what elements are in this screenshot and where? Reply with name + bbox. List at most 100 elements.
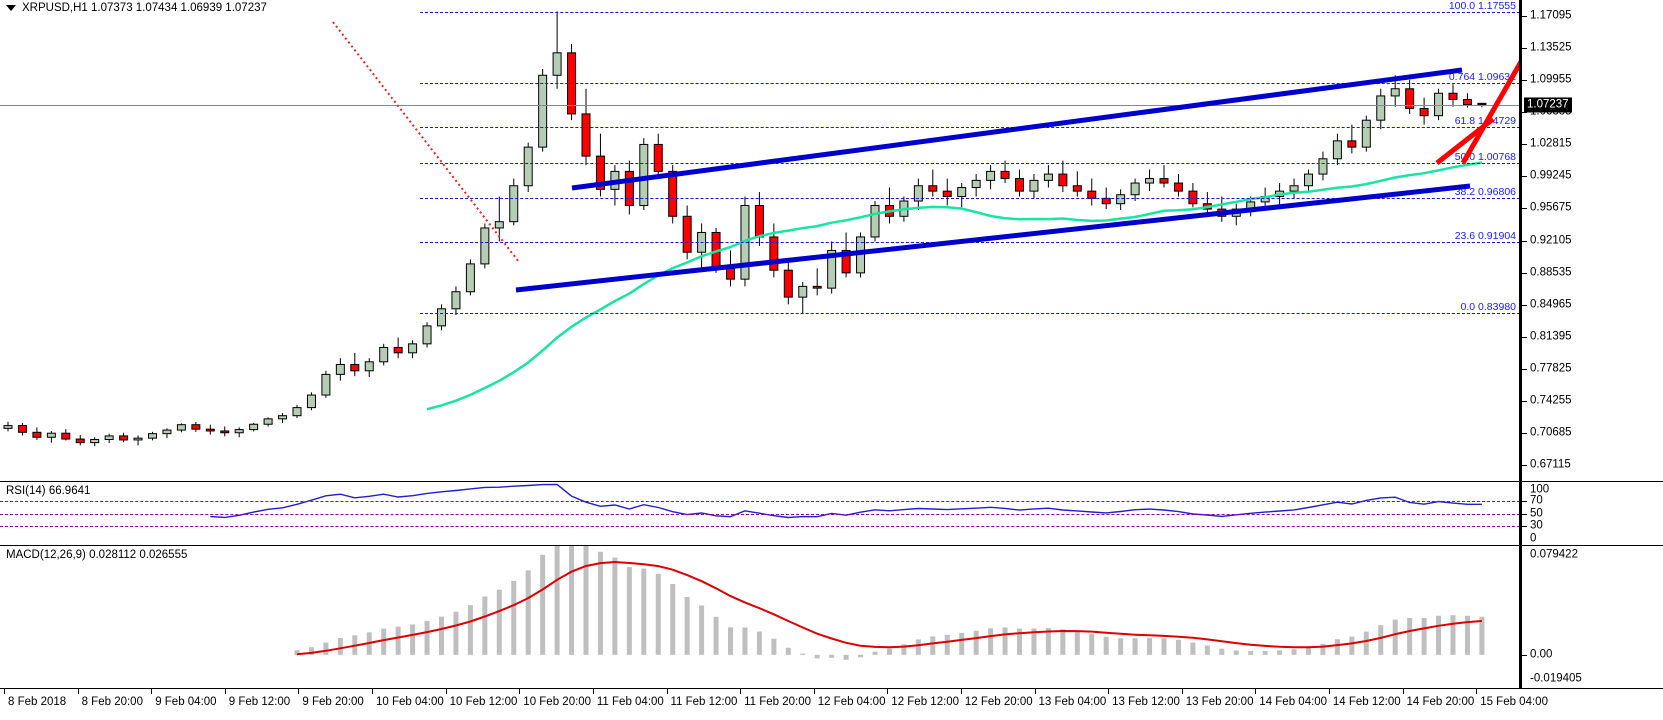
macd-histogram-bar <box>597 551 603 655</box>
macd-histogram-bar <box>1002 627 1008 655</box>
macd-histogram-bar <box>1219 648 1225 655</box>
projection-up-stroke[interactable] <box>1460 46 1520 165</box>
macd-zero-tick <box>1522 654 1527 656</box>
time-axis-label: 11 Feb 20:00 <box>744 696 812 708</box>
candle-bullish <box>292 407 302 417</box>
macd-histogram-bar <box>1161 638 1167 655</box>
candle-bullish <box>422 325 432 345</box>
rsi-axis-tick <box>1522 513 1527 515</box>
price-axis-label: 0.81395 <box>1530 329 1572 342</box>
time-axis-label: 13 Feb 20:00 <box>1185 696 1254 708</box>
time-axis-tick <box>1328 689 1330 694</box>
price-axis-tick <box>1522 16 1527 18</box>
time-axis-tick <box>298 689 300 694</box>
macd-histogram-bar <box>1436 615 1442 655</box>
price-axis-tick <box>1522 112 1527 114</box>
macd-histogram-bar <box>583 546 589 655</box>
time-axis-label: 15 Feb 04:00 <box>1480 696 1548 708</box>
macd-histogram-bar <box>1204 645 1210 655</box>
price-plot-area[interactable]: 100.0 1.17555 0.764 1.09631 61.8 1.04729 50… <box>0 0 1520 481</box>
macd-histogram-bar <box>1349 636 1355 655</box>
macd-histogram-bar <box>453 611 459 655</box>
symbol-header-text: XRPUSD,H1 1.07373 1.07434 1.06939 1.0723… <box>22 2 267 14</box>
symbol-header[interactable]: XRPUSD,H1 1.07373 1.07434 1.06939 1.0723… <box>6 2 267 14</box>
macd-histogram-bar <box>1320 643 1326 655</box>
price-axis-label: 1.02815 <box>1530 137 1572 150</box>
macd-histogram-bar <box>439 616 444 655</box>
macd-histogram-bar <box>728 627 733 655</box>
candle-bearish <box>653 143 663 172</box>
macd-pane[interactable]: 0.079422 0.00 -0.019405 MACD(12,26,9) 0.02… <box>0 546 1663 689</box>
macd-histogram-bar <box>554 546 560 655</box>
macd-axis-label: 0.079422 <box>1530 548 1578 561</box>
macd-histogram-bar <box>1464 615 1470 655</box>
candle-bullish <box>639 143 649 207</box>
price-axis-label: 1.13525 <box>1530 41 1572 54</box>
rsi-pane[interactable]: 100 70 50 30 0 RSI(14) 66.9641 <box>0 481 1663 546</box>
candle-bearish <box>783 269 793 298</box>
macd-histogram-bar <box>337 637 343 655</box>
macd-axis: 0.079422 0.00 -0.019405 <box>1520 546 1663 688</box>
time-axis-tick <box>224 689 226 694</box>
candle-bullish <box>1376 95 1386 121</box>
macd-histogram-bar <box>525 570 531 655</box>
candle-bearish <box>61 432 71 440</box>
macd-histogram-bar <box>569 546 575 655</box>
price-axis-tick <box>1522 240 1527 242</box>
candle-bullish <box>148 433 157 439</box>
price-pane[interactable]: 100.0 1.17555 0.764 1.09631 61.8 1.04729 50… <box>0 0 1663 481</box>
rsi-plot-area[interactable] <box>0 482 1520 545</box>
channel-upper-line[interactable] <box>571 67 1463 191</box>
candle-bullish <box>971 179 981 189</box>
channel-lower-line[interactable] <box>515 183 1471 293</box>
fibonacci-level-line[interactable]: 0.0 0.83980 <box>420 301 1520 315</box>
macd-histogram-bar <box>670 583 676 655</box>
candle-bullish <box>408 343 418 354</box>
time-axis-label: 14 Feb 20:00 <box>1406 696 1475 708</box>
price-axis-tick <box>1522 464 1527 466</box>
macd-histogram-bar <box>1378 625 1384 655</box>
macd-histogram-bar <box>1147 637 1153 655</box>
moving-average-line[interactable] <box>426 161 1483 411</box>
price-axis-tick <box>1522 368 1527 370</box>
triangle-down-icon[interactable] <box>6 5 16 11</box>
candle-bearish <box>1072 185 1082 192</box>
time-axis-tick <box>1181 689 1183 694</box>
time-axis-label: 10 Feb 20:00 <box>523 696 592 708</box>
price-axis-tick <box>1522 80 1527 82</box>
macd-histogram-bar <box>395 626 401 655</box>
candle-bullish <box>90 439 100 444</box>
candle-bullish <box>249 423 259 431</box>
candle-bullish <box>379 346 389 363</box>
time-axis[interactable]: 8 Feb 2018 8 Feb 20:00 9 Feb 04:00 9 Feb 12… <box>0 689 1663 720</box>
macd-histogram-bar <box>1392 619 1398 655</box>
fibonacci-level-line[interactable]: 100.0 1.17555 <box>420 0 1520 13</box>
macd-histogram-bar <box>1031 628 1037 655</box>
macd-histogram-bar <box>829 654 835 658</box>
price-axis-tick <box>1522 304 1527 306</box>
candle-bearish <box>75 438 85 444</box>
candle-bearish <box>595 155 605 190</box>
macd-histogram-bar <box>612 557 618 655</box>
candle-bullish <box>538 74 548 148</box>
macd-histogram-bar <box>959 632 965 655</box>
fibonacci-level-line[interactable]: 0.764 1.09631 <box>420 71 1520 85</box>
macd-histogram-bar <box>713 616 719 655</box>
candle-bullish <box>176 424 186 431</box>
macd-axis-label: 0.00 <box>1530 648 1553 661</box>
candle-bullish <box>437 308 446 327</box>
time-axis-tick <box>519 689 521 694</box>
time-axis-tick <box>813 689 815 694</box>
time-axis-tick <box>887 689 889 694</box>
candle-bullish <box>306 394 316 409</box>
macd-histogram-bar <box>901 644 907 655</box>
rsi-curve <box>210 483 1482 519</box>
candle-bearish <box>191 424 201 430</box>
time-axis-tick <box>372 689 373 694</box>
price-axis[interactable]: 1.170951.135251.099551.063851.028150.992… <box>1520 0 1663 481</box>
macd-plot-area[interactable] <box>0 546 1520 688</box>
price-axis-label: 0.67115 <box>1530 458 1571 471</box>
descending-trendline[interactable] <box>332 21 520 263</box>
fibonacci-level-line[interactable]: 38.2 0.96806 <box>420 186 1520 200</box>
